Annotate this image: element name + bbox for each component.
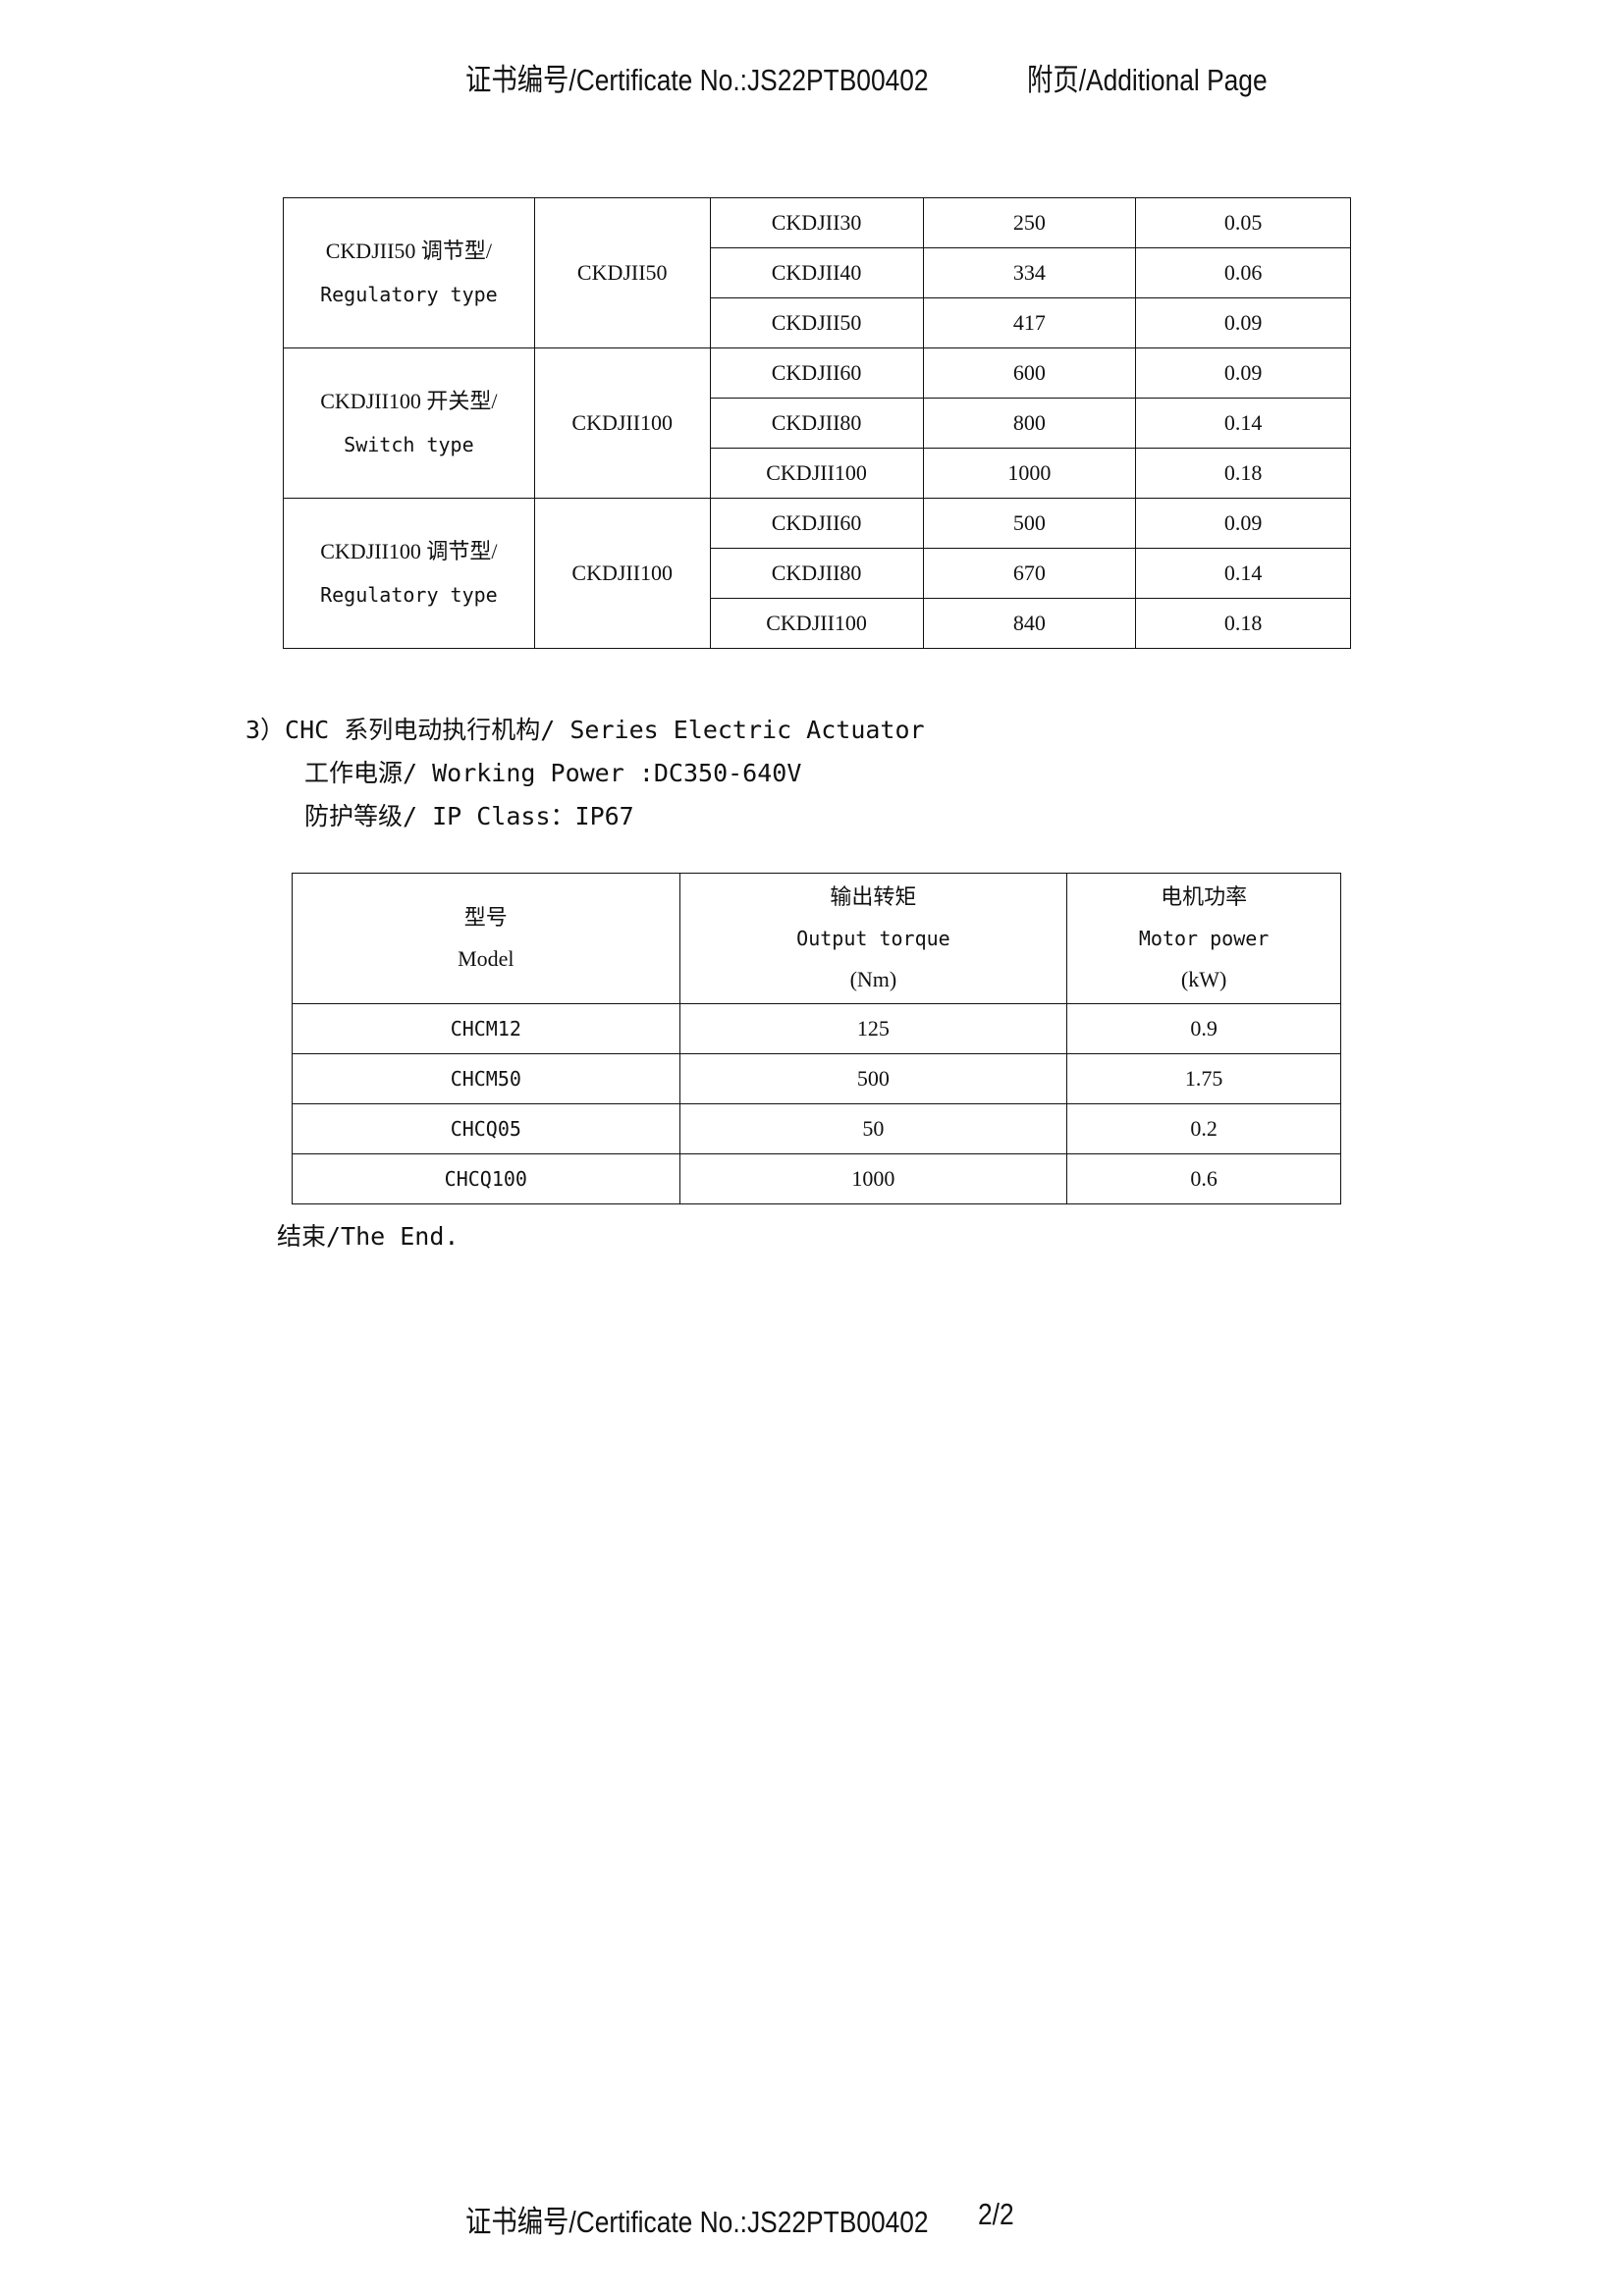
power-cell: 0.9 [1066,1003,1341,1054]
torque-cell: 600 [922,347,1137,399]
model-cell: CKDJII80 [709,398,924,449]
type-cell: CKDJII50 调节型/Regulatory type [283,197,535,348]
torque-cell: 250 [922,197,1137,248]
table-row: CKDJII100 840 0.18 [284,598,1351,649]
table-row: CKDJII40 334 0.06 [284,247,1351,298]
table-row: CKDJII50 调节型/Regulatory type CKDJII50 CKDJ… [283,197,1351,348]
power-cell: 0.09 [1135,498,1351,549]
model-cell: CKDJII60 [709,347,924,399]
torque-cell: 417 [922,297,1137,348]
power-cell: 0.14 [1135,398,1351,449]
chc-table: 型号 Model 输出转矩 Output torque (Nm) 电机功率 Motor … [292,873,1341,1204]
table-row: CKDJII80 670 0.14 [284,548,1351,599]
power-cell: 0.05 [1135,197,1351,248]
table-row: CHCQ100 1000 0.6 [292,1153,1341,1204]
power-cell: 0.2 [1066,1103,1341,1154]
model-cell: CHCM12 [292,1003,680,1054]
torque-cell: 1000 [922,448,1137,499]
table-row: CKDJII100 开关型/Switch type CKDJII100 CKDJII… [283,347,1351,499]
power-cell: 0.18 [1135,448,1351,499]
series-cell: CKDJII50 [533,197,711,348]
model-cell: CKDJII30 [709,197,924,248]
torque-cell: 334 [922,247,1137,298]
torque-cell: 500 [922,498,1137,549]
series-cell: CKDJII100 [533,498,711,649]
power-cell: 0.06 [1135,247,1351,298]
torque-cell: 670 [922,548,1137,599]
table-row: CHCM50 500 1.75 [292,1053,1341,1104]
working-power: 工作电源/ Working Power :DC350-640V [304,759,802,787]
model-cell: CKDJII60 [709,498,924,549]
table-row: CHCQ05 50 0.2 [292,1103,1341,1154]
torque-cell: 840 [922,598,1137,649]
power-cell: 0.14 [1135,548,1351,599]
model-cell: CHCQ05 [292,1103,680,1154]
series-cell: CKDJII100 [533,347,711,499]
certificate-number-header: 证书编号/Certificate No.:JS22PTB00402 [465,63,929,97]
model-cell: CKDJII100 [709,598,924,649]
power-cell: 0.09 [1135,347,1351,399]
torque-cell: 50 [678,1103,1068,1154]
header-output-torque: 输出转矩 Output torque (Nm) [678,873,1068,1004]
type-cell: CKDJII100 调节型/Regulatory type [283,498,535,649]
torque-cell: 1000 [678,1153,1068,1204]
power-cell: 1.75 [1066,1053,1341,1104]
model-cell: CKDJII80 [709,548,924,599]
certificate-number-footer: 证书编号/Certificate No.:JS22PTB00402 [465,2205,929,2239]
power-cell: 0.09 [1135,297,1351,348]
power-cell: 0.6 [1066,1153,1341,1204]
header-model: 型号 Model [292,873,680,1004]
model-cell: CHCM50 [292,1053,680,1104]
section-3-title: 3）CHC 系列电动执行机构/ Series Electric Actuator [245,716,925,744]
table-row: CKDJII100 调节型/Regulatory type CKDJII100 CK… [283,498,1351,649]
ip-class: 防护等级/ IP Class：IP67 [304,802,634,830]
torque-cell: 500 [678,1053,1068,1104]
model-cell: CKDJII40 [709,247,924,298]
torque-cell: 125 [678,1003,1068,1054]
model-cell: CHCQ100 [292,1153,680,1204]
end-text: 结束/The End. [277,1222,460,1251]
torque-cell: 800 [922,398,1137,449]
model-cell: CKDJII100 [709,448,924,499]
type-cell: CKDJII100 开关型/Switch type [283,347,535,499]
model-cell: CKDJII50 [709,297,924,348]
header-motor-power: 电机功率 Motor power (kW) [1066,873,1341,1004]
ckdj-table: CKDJII50 调节型/Regulatory type CKDJII50 CKDJ… [283,197,1351,649]
additional-page-label: 附页/Additional Page [1027,63,1268,97]
table-row: CKDJII100 1000 0.18 [284,448,1351,499]
page-number: 2/2 [978,2197,1014,2231]
power-cell: 0.18 [1135,598,1351,649]
table-row: CHCM12 125 0.9 [292,1003,1341,1054]
